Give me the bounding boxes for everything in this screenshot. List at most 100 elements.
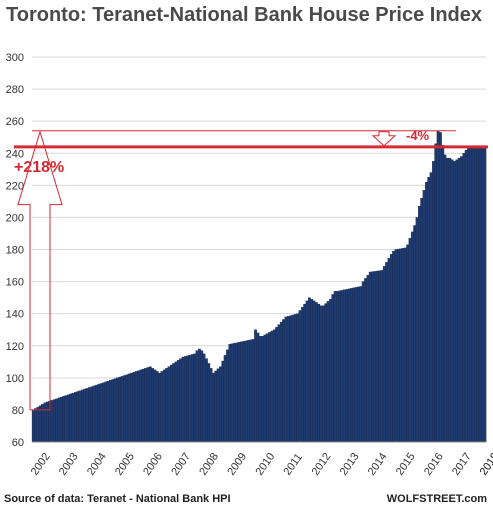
bar-167 (422, 190, 426, 443)
x-tick-label-2010: 2010 (253, 451, 277, 478)
bar-18 (73, 392, 77, 443)
bar-69 (193, 353, 197, 443)
x-tick-label-2004: 2004 (85, 451, 109, 478)
bar-116 (303, 303, 307, 443)
bar-80 (219, 366, 222, 443)
bar-152 (387, 258, 391, 443)
y-tick-label-180: 180 (6, 245, 24, 257)
bar-121 (315, 302, 318, 443)
bar-65 (183, 356, 187, 443)
y-tick-label-200: 200 (6, 212, 24, 224)
bar-189 (474, 146, 477, 443)
bar-119 (310, 299, 314, 443)
bar-125 (324, 303, 328, 443)
bar-185 (464, 149, 468, 443)
bar-178 (448, 157, 452, 443)
bar-58 (167, 366, 171, 443)
bar-63 (179, 358, 183, 443)
y-tick-label-220: 220 (6, 180, 24, 192)
bar-179 (450, 159, 454, 443)
x-tick-label-2003: 2003 (57, 451, 81, 478)
bar-27 (95, 384, 98, 443)
bar-84 (228, 344, 232, 443)
bar-148 (378, 270, 381, 443)
bar-51 (151, 368, 154, 443)
bar-81 (221, 360, 225, 443)
bar-25 (90, 386, 94, 443)
bar-141 (361, 281, 365, 443)
bar-44 (134, 371, 138, 443)
bar-21 (81, 389, 84, 443)
bar-series (31, 130, 487, 443)
bar-188 (471, 146, 475, 443)
bar-156 (396, 248, 400, 443)
bar-71 (198, 348, 201, 443)
y-tick-label-140: 140 (6, 309, 24, 321)
bar-118 (308, 297, 311, 443)
bar-90 (242, 341, 246, 443)
bar-143 (366, 275, 370, 443)
y-tick-label-120: 120 (6, 341, 24, 353)
bar-145 (371, 271, 374, 443)
bar-186 (467, 146, 470, 443)
bar-34 (111, 379, 115, 443)
bar-192 (481, 146, 484, 443)
bar-160 (406, 244, 410, 443)
bar-111 (291, 314, 295, 443)
bar-91 (244, 340, 248, 443)
bar-134 (345, 289, 349, 443)
reference-lines (14, 130, 488, 149)
bar-61 (174, 361, 178, 443)
annotation-down-label: -4% (406, 128, 430, 143)
y-tick-label-60: 60 (12, 437, 24, 449)
bar-103 (272, 329, 276, 443)
bar-29 (99, 383, 103, 443)
x-tick-label-2012: 2012 (310, 451, 334, 478)
bar-22 (83, 388, 87, 443)
bar-114 (298, 310, 302, 443)
bar-86 (233, 343, 236, 443)
bar-126 (326, 301, 330, 443)
bar-112 (293, 314, 297, 443)
x-tick-label-2019: 2019 (478, 451, 493, 478)
bar-60 (172, 363, 176, 443)
up-arrow (17, 130, 63, 411)
bar-37 (118, 376, 122, 443)
bar-46 (139, 369, 143, 443)
bar-26 (92, 385, 96, 443)
y-tick-label-260: 260 (6, 116, 24, 128)
bar-10 (55, 398, 59, 443)
bar-123 (319, 305, 323, 443)
bar-9 (52, 399, 56, 443)
bar-31 (104, 381, 108, 443)
bar-140 (359, 286, 363, 443)
bar-162 (410, 231, 414, 443)
bar-12 (59, 396, 63, 443)
bar-135 (347, 288, 351, 443)
bar-147 (375, 270, 379, 443)
bar-149 (380, 270, 384, 443)
bar-139 (357, 286, 360, 443)
bar-67 (188, 354, 192, 443)
bar-101 (268, 332, 271, 443)
bar-144 (368, 271, 372, 443)
bar-165 (418, 206, 421, 443)
bar-49 (146, 367, 150, 443)
x-tick-label-2016: 2016 (422, 451, 446, 478)
bar-155 (394, 249, 398, 443)
bar-89 (240, 341, 243, 443)
bar-113 (296, 313, 300, 443)
bar-187 (469, 146, 473, 443)
bar-138 (354, 287, 358, 443)
bar-62 (176, 360, 180, 443)
bar-30 (102, 382, 105, 443)
bar-122 (317, 303, 321, 443)
bar-32 (106, 380, 110, 443)
bar-39 (123, 375, 126, 443)
bar-176 (443, 154, 447, 443)
bar-184 (462, 153, 466, 443)
bar-150 (382, 266, 386, 443)
bar-191 (478, 146, 482, 443)
x-tick-label-2007: 2007 (169, 451, 193, 478)
bar-182 (457, 157, 461, 443)
